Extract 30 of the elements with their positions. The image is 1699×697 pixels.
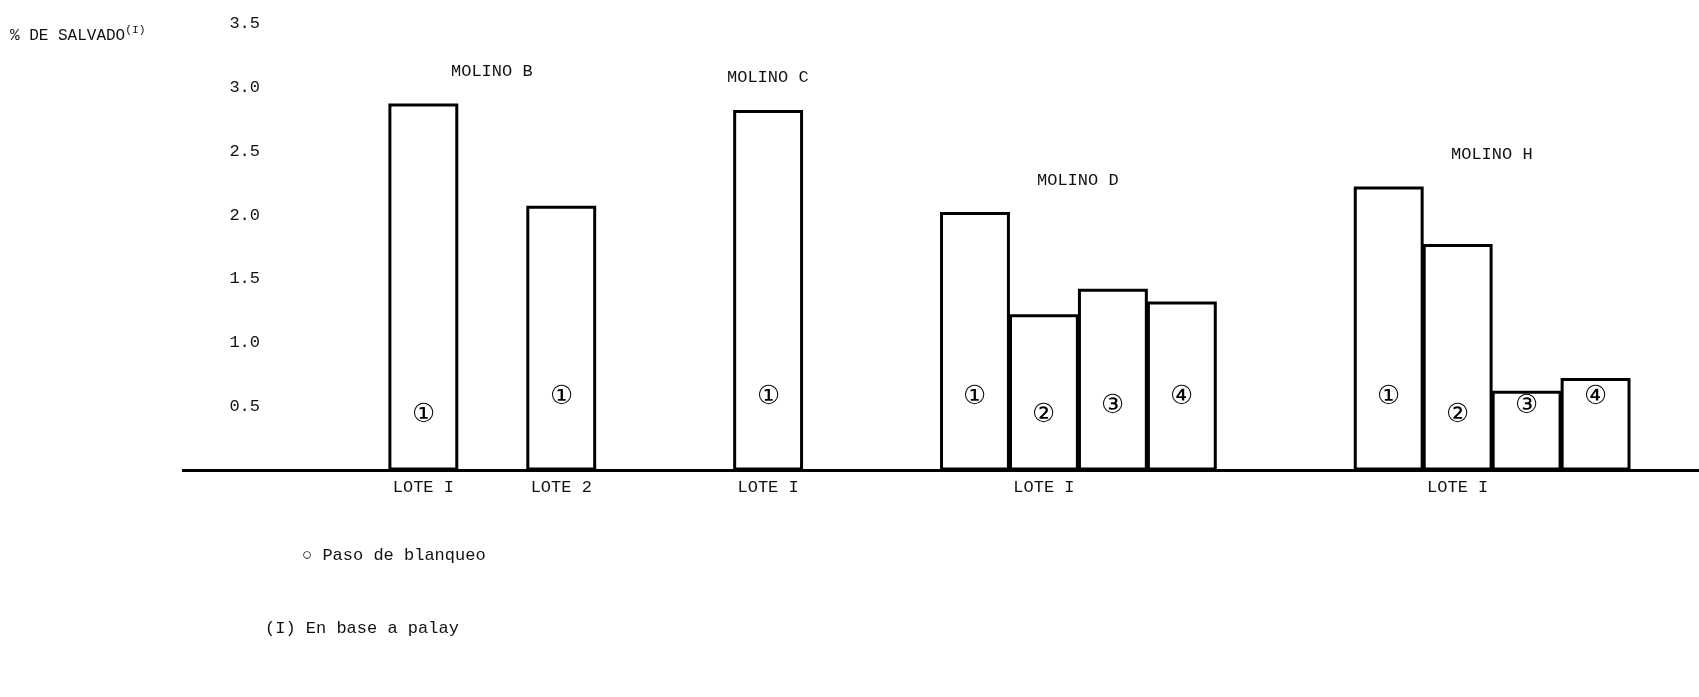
text: MOLINO D [1037,171,1119,190]
text: MOLINO H [1451,145,1533,164]
annotation: ④ [1170,382,1194,412]
x-tick-label: LOTE I [737,478,799,498]
y-tick-label: 3.0 [229,77,260,97]
x-tick-label: LOTE I [392,478,454,498]
annotation: ④ [1584,382,1608,412]
y-tick-label: 3.5 [229,13,260,33]
x-tick-label: LOTE I [1427,478,1489,498]
annotation: ② [1032,400,1056,430]
annotation: ③ [1515,391,1539,421]
text: ○ Paso de blanqueo [302,546,486,565]
series-label: MOLINO B [451,62,533,81]
y-tick-label: 2.0 [229,205,260,225]
annotation: ① [550,382,574,412]
x-tick-label: LOTE I [1013,478,1075,498]
y-tick-label: 1.5 [229,269,260,289]
text: (I) En base a palay [265,619,459,638]
annotation: ① [1377,382,1401,412]
y-axis-title: % DE SALVADO$^{(I)}$ [10,24,146,45]
y-tick-label: 0.5 [229,397,260,417]
annotation: ③ [1101,391,1125,421]
annotation: ② [1446,400,1470,430]
y-tick-label: 2.5 [229,141,260,161]
x-tick-label: LOTE 2 [530,478,592,498]
annotation: ① [963,382,987,412]
annotation: ① [757,382,781,412]
annotation: ① [412,400,436,430]
series-label: MOLINO C [727,68,809,87]
y-tick-label: 1.0 [229,333,260,353]
